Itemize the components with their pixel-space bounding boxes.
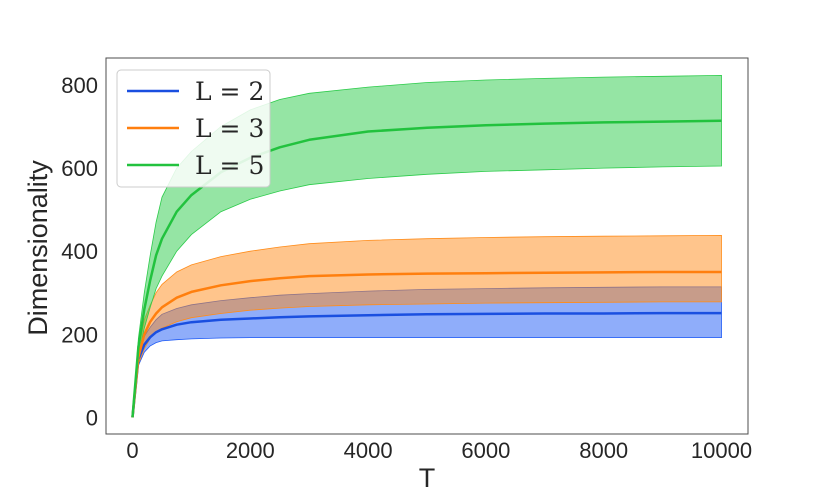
legend-label: L = 5 [195,151,264,180]
y-tick-label: 600 [61,156,98,181]
x-tick-label: 6000 [461,438,510,463]
x-tick-label: 8000 [579,438,628,463]
y-axis-ticks: 0 200 400 600 800 [61,73,98,430]
legend-label: L = 3 [195,114,264,143]
band-l-3 [132,234,722,418]
x-tick-label: 2000 [226,438,275,463]
y-tick-label: 0 [86,405,98,430]
x-axis-label: T [419,463,436,493]
legend-frame [116,69,271,188]
y-tick-label: 200 [61,322,98,347]
x-tick-label: 10000 [691,438,752,463]
y-tick-label: 800 [61,73,98,98]
series-line-l-2 [131,311,722,418]
y-tick-label: 400 [61,239,98,264]
series-line-l-3 [131,270,722,418]
y-axis-label: Dimensionality [23,160,53,336]
x-tick-label: 0 [126,438,138,463]
x-tick-label: 4000 [344,438,393,463]
legend: L = 2 L = 3 L = 5 [116,69,271,188]
x-axis-ticks: 0 2000 4000 6000 8000 10000 [126,438,752,463]
legend-label: L = 2 [195,77,264,106]
